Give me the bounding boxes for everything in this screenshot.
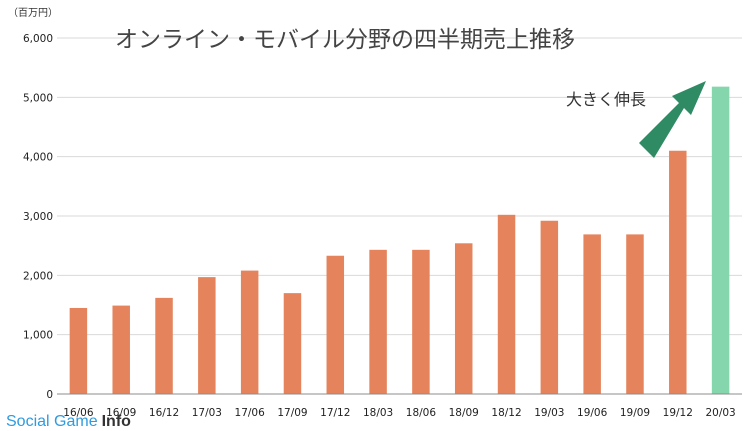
bar: [540, 220, 559, 394]
annotation-label: 大きく伸長: [566, 90, 646, 109]
bar: [626, 234, 644, 394]
x-tick-label: 19/06: [577, 407, 608, 419]
bar: [454, 243, 473, 394]
chart-title: オンライン・モバイル分野の四半期売上推移: [115, 27, 575, 53]
unit-label: （百万円）: [8, 7, 58, 19]
y-axis-ticks: 0 1,000 2,000 3,000 4,000 5,000 6,000: [23, 33, 53, 401]
x-tick-label: 20/03: [705, 407, 735, 419]
bar: [240, 270, 259, 394]
x-tick-label: 17/12: [320, 407, 350, 419]
y-tick-label: 4,000: [23, 152, 53, 164]
bar: [326, 255, 345, 394]
watermark: Social Game Info: [6, 413, 131, 430]
x-tick-label: 16/06: [63, 407, 94, 419]
bar: [283, 293, 302, 394]
x-tick-label: 17/03: [192, 407, 222, 419]
x-tick-label: 19/12: [663, 407, 693, 419]
y-tick-label: 2,000: [23, 270, 53, 282]
x-tick-label: 18/03: [363, 407, 393, 419]
x-tick-label: 18/09: [449, 407, 479, 419]
growth-arrow-icon: [639, 81, 706, 158]
bar: [497, 214, 516, 394]
y-tick-label: 5,000: [23, 92, 53, 104]
x-tick-label: 17/06: [235, 407, 266, 419]
bar: [412, 249, 430, 394]
x-tick-label: 17/09: [277, 407, 307, 419]
y-tick-label: 0: [46, 389, 53, 401]
x-tick-label: 16/09: [106, 407, 136, 419]
bar: [369, 249, 387, 394]
bar: [583, 234, 601, 394]
watermark-part1: Social Game: [6, 413, 98, 430]
bars: [69, 86, 730, 395]
x-tick-label: 18/12: [491, 407, 521, 419]
y-tick-label: 1,000: [23, 330, 53, 342]
watermark-part2: Info: [102, 413, 132, 430]
bar: [112, 305, 130, 394]
x-axis-ticks: 16/06 16/09 16/12 17/03 17/06 17/09 17/12 18/03…: [63, 407, 735, 419]
x-tick-label: 19/09: [620, 407, 650, 419]
x-tick-label: 16/12: [149, 407, 179, 419]
x-tick-label: 19/03: [534, 407, 564, 419]
y-tick-label: 6,000: [23, 33, 53, 45]
bar: [711, 86, 730, 395]
bar: [198, 277, 216, 394]
bar: [155, 297, 173, 394]
x-tick-label: 18/06: [406, 407, 437, 419]
bar: [69, 307, 88, 394]
y-tick-label: 3,000: [23, 211, 53, 223]
bar: [669, 150, 687, 394]
